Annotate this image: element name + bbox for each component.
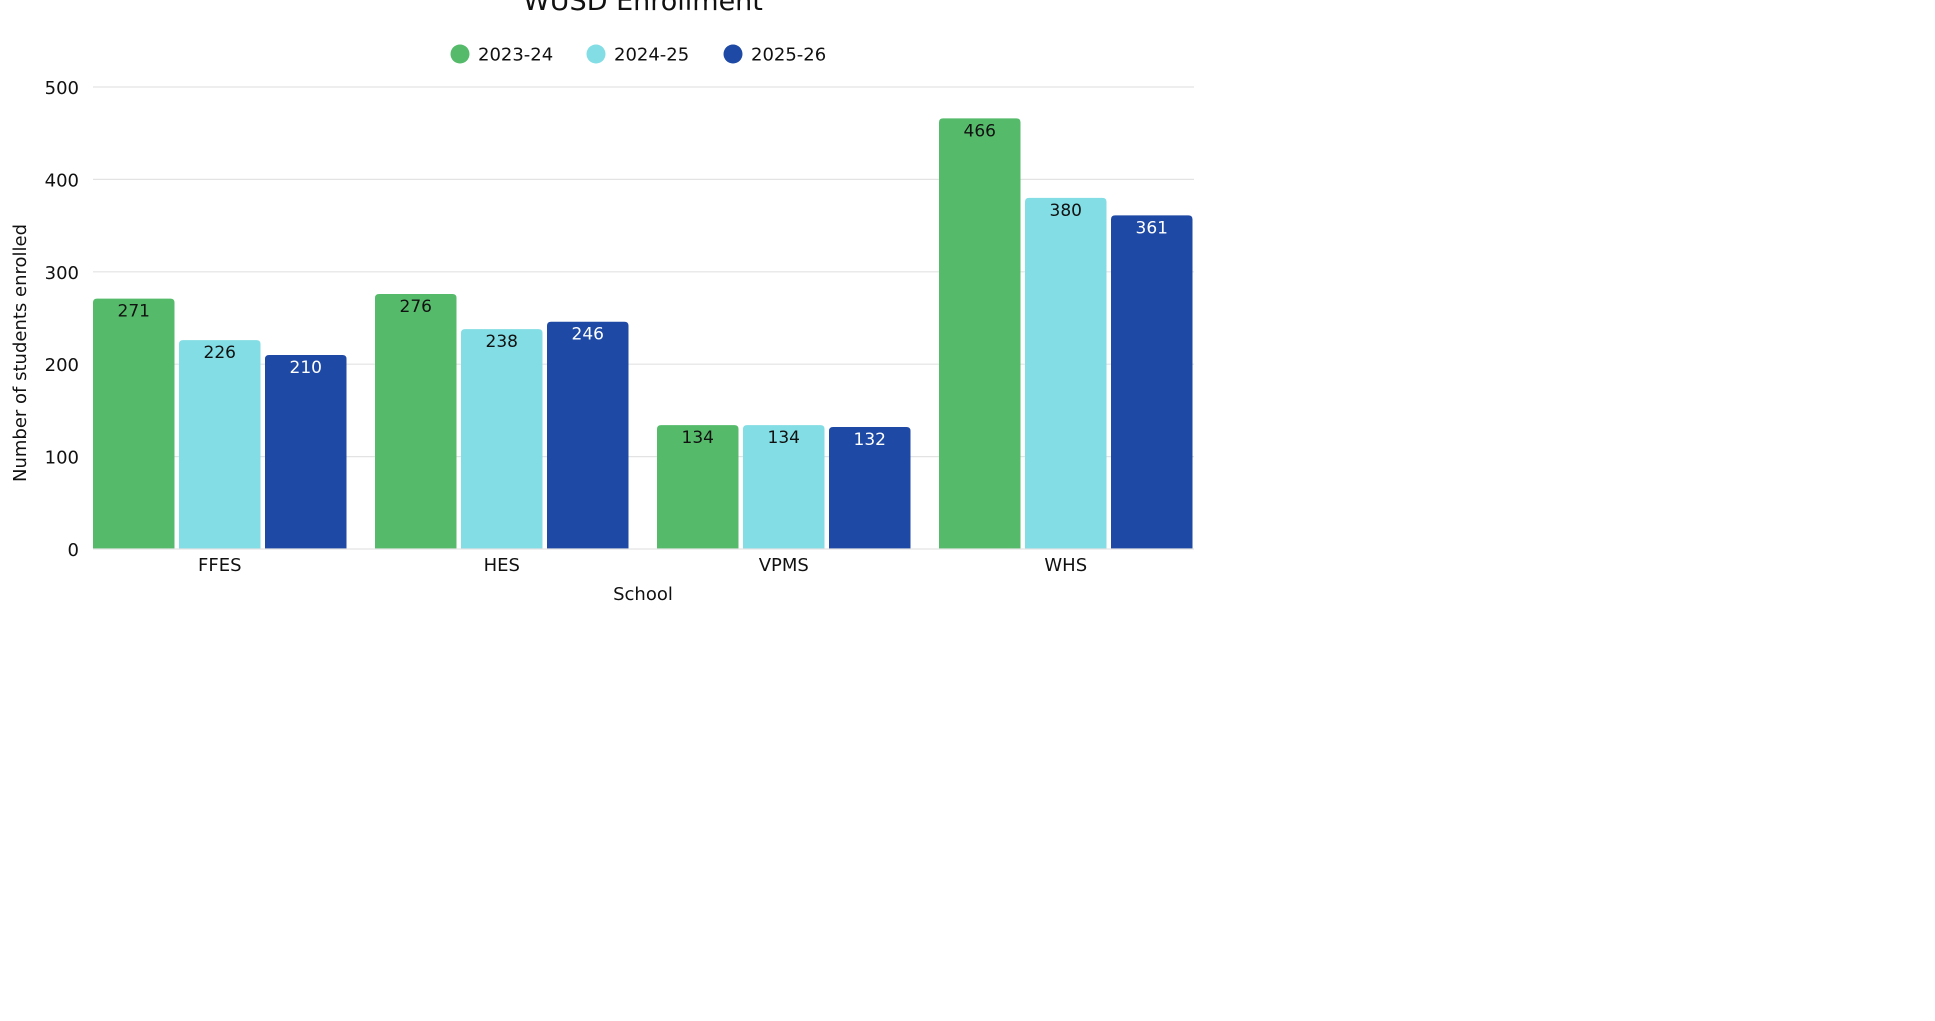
data-label: 134 — [682, 428, 714, 448]
data-label: 361 — [1136, 218, 1168, 238]
data-label: 276 — [400, 297, 432, 317]
data-label: 380 — [1050, 201, 1082, 221]
data-label: 238 — [486, 332, 518, 352]
bar — [179, 340, 261, 549]
y-axis: 0 100 200 300 400 500 — [45, 78, 79, 561]
bar — [375, 293, 457, 549]
y-tick-label: 100 — [45, 448, 79, 469]
x-axis: FFES HES VPMS WHS — [93, 548, 1194, 576]
bar — [939, 118, 1021, 549]
x-tick-label: VPMS — [759, 555, 809, 576]
data-labels: 271 226 210 276 238 246 134 134 132 466 380 361 — [118, 121, 1168, 450]
data-label: 466 — [964, 121, 996, 141]
data-label: 210 — [290, 358, 322, 378]
bar — [829, 427, 911, 549]
data-label: 132 — [854, 430, 886, 450]
bar — [743, 425, 825, 549]
legend-label: 2024-25 — [614, 45, 689, 66]
y-tick-label: 0 — [68, 540, 79, 561]
legend-label: 2025-26 — [751, 45, 826, 66]
y-axis-title: Number of students enrolled — [10, 224, 31, 482]
x-tick-label: WHS — [1044, 555, 1087, 576]
bar — [461, 329, 543, 549]
bar — [265, 354, 347, 549]
x-axis-title: School — [613, 584, 673, 605]
bar — [1025, 197, 1107, 549]
y-tick-label: 300 — [45, 263, 79, 284]
legend-label: 2023-24 — [478, 45, 553, 66]
y-tick-label: 400 — [45, 170, 79, 191]
x-tick-label: HES — [484, 555, 520, 576]
bars — [93, 118, 1193, 549]
bar — [93, 298, 175, 549]
legend-swatch — [450, 44, 470, 64]
legend: 2023-24 2024-25 2025-26 — [450, 44, 826, 66]
legend-swatch — [586, 44, 606, 64]
bar — [657, 425, 739, 549]
bar — [547, 321, 629, 549]
chart-title: WUSD Enrollment — [523, 0, 763, 17]
y-tick-label: 500 — [45, 78, 79, 99]
data-label: 226 — [204, 343, 236, 363]
data-label: 246 — [572, 325, 604, 345]
y-tick-label: 200 — [45, 355, 79, 376]
bar — [1111, 215, 1193, 549]
data-label: 271 — [118, 302, 150, 322]
x-tick-label: FFES — [198, 555, 242, 576]
data-label: 134 — [768, 428, 800, 448]
legend-swatch — [723, 44, 743, 64]
